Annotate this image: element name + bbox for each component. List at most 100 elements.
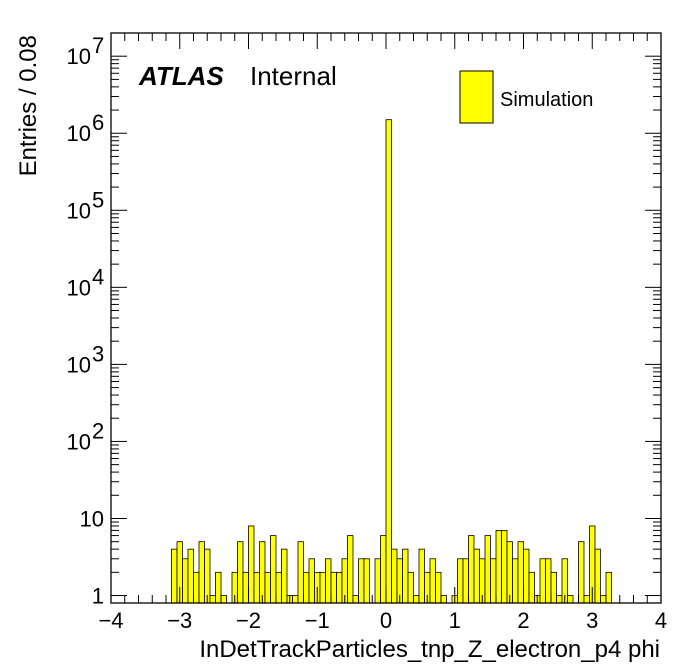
- y-tick-label: 10 6: [67, 110, 105, 146]
- y-tick-label-base: 10: [67, 275, 91, 300]
- histogram-bin: [517, 541, 524, 604]
- y-tick-label-base: 10: [67, 121, 91, 146]
- y-tick-label-base: 10: [67, 429, 91, 454]
- histogram-bin: [380, 535, 387, 604]
- axis-ticks: [110, 32, 662, 603]
- histogram-bin: [275, 571, 282, 604]
- x-tick-label: 4: [655, 608, 667, 633]
- histogram-bin: [539, 558, 546, 604]
- histogram-bin: [391, 548, 398, 604]
- x-axis-title: InDetTrackParticles_tnp_Z_electron_p4 ph…: [199, 636, 660, 663]
- histogram-bin: [594, 548, 601, 604]
- histogram-bin: [528, 571, 535, 604]
- histogram-bin: [270, 535, 277, 604]
- histogram-bin: [248, 525, 255, 604]
- x-tick-label: 2: [517, 608, 529, 633]
- atlas-label: ATLAS: [138, 61, 224, 91]
- histogram-bin: [435, 571, 442, 604]
- x-tick-labels: −4 −3 −2 −1 0 1 2 3 4: [98, 608, 667, 633]
- histogram-bin: [319, 571, 326, 604]
- histogram-bin: [457, 558, 464, 604]
- histogram-bin: [209, 595, 216, 604]
- histogram-bin: [523, 548, 530, 604]
- histogram-bin: [374, 558, 381, 604]
- y-tick-label: 10 2: [67, 418, 105, 454]
- histogram-bin: [171, 548, 178, 604]
- histogram-bin: [495, 530, 502, 604]
- histogram-bin: [418, 548, 425, 604]
- histogram-bin: [484, 535, 491, 604]
- histogram-bin: [182, 558, 189, 604]
- histogram-bin: [330, 571, 337, 604]
- histogram-bin: [242, 571, 249, 604]
- histogram-bin: [308, 558, 315, 604]
- histogram-bin: [281, 548, 288, 604]
- histogram-bin: [264, 571, 271, 604]
- x-tick-label: −3: [167, 608, 192, 633]
- y-tick-label: 10: [80, 506, 104, 531]
- y-tick-label: 10 7: [67, 33, 105, 69]
- plot-frame: [110, 32, 662, 604]
- y-tick-label-exponent: 6: [92, 110, 104, 135]
- y-tick-label-exponent: 2: [92, 418, 104, 443]
- histogram-bin: [297, 541, 304, 604]
- histogram-bin: [253, 571, 260, 604]
- y-tick-label: 1: [92, 584, 104, 609]
- histogram-bin: [583, 595, 590, 604]
- histogram-bin: [303, 571, 310, 604]
- histogram-bin: [501, 530, 508, 604]
- y-tick-label: 10 4: [67, 264, 105, 300]
- y-tick-label-exponent: 3: [92, 341, 104, 366]
- histogram-bin: [550, 571, 557, 604]
- histogram-bin: [363, 558, 370, 604]
- histogram-bin: [198, 541, 205, 604]
- histogram-bin: [292, 595, 299, 604]
- histogram-bin: [473, 548, 480, 604]
- histogram-bin: [462, 558, 469, 604]
- legend-swatch: [459, 70, 494, 124]
- y-tick-label: 10 5: [67, 187, 105, 223]
- histogram-bin: [325, 558, 332, 604]
- histogram-bin: [407, 571, 414, 604]
- histogram-bin: [468, 535, 475, 604]
- x-tick-label: 0: [380, 608, 392, 633]
- histogram-bin: [567, 595, 574, 604]
- histogram-bin: [545, 558, 552, 604]
- histogram-bin: [490, 558, 497, 604]
- y-tick-label-base: 10: [67, 352, 91, 377]
- histogram-bin: [429, 558, 436, 604]
- histogram-bin: [512, 558, 519, 604]
- histogram-bin: [352, 595, 359, 604]
- histogram-bin: [440, 595, 447, 604]
- histogram-bin: [385, 119, 392, 604]
- histogram-bin: [600, 595, 607, 604]
- histogram-bin: [402, 548, 409, 604]
- y-tick-label-base: 10: [67, 44, 91, 69]
- histogram-bin: [193, 571, 200, 604]
- histogram-bin: [578, 541, 585, 604]
- histogram-bin: [347, 535, 354, 604]
- legend-entry-simulation: Simulation: [500, 89, 593, 111]
- x-tick-label: 3: [586, 608, 598, 633]
- x-tick-label: −4: [98, 608, 123, 633]
- histogram-bin: [259, 541, 266, 604]
- histogram-bin: [506, 541, 513, 604]
- y-tick-label-exponent: 7: [92, 33, 104, 58]
- histogram-bin: [336, 571, 343, 604]
- x-tick-label: −2: [236, 608, 261, 633]
- histogram-bin: [413, 595, 420, 604]
- y-axis-title: Entries / 0.08: [15, 35, 42, 176]
- histogram-bin: [605, 571, 612, 604]
- x-tick-label: −1: [305, 608, 330, 633]
- y-tick-label: 10 3: [67, 341, 105, 377]
- y-tick-label-exponent: 4: [92, 264, 104, 289]
- x-tick-label: 1: [449, 608, 461, 633]
- histogram-bin: [358, 558, 365, 604]
- histogram-bin: [237, 541, 244, 604]
- histogram-bin: [215, 571, 222, 604]
- y-tick-label-exponent: 5: [92, 187, 104, 212]
- histogram-bin: [220, 595, 227, 604]
- histogram-bin: [204, 548, 211, 604]
